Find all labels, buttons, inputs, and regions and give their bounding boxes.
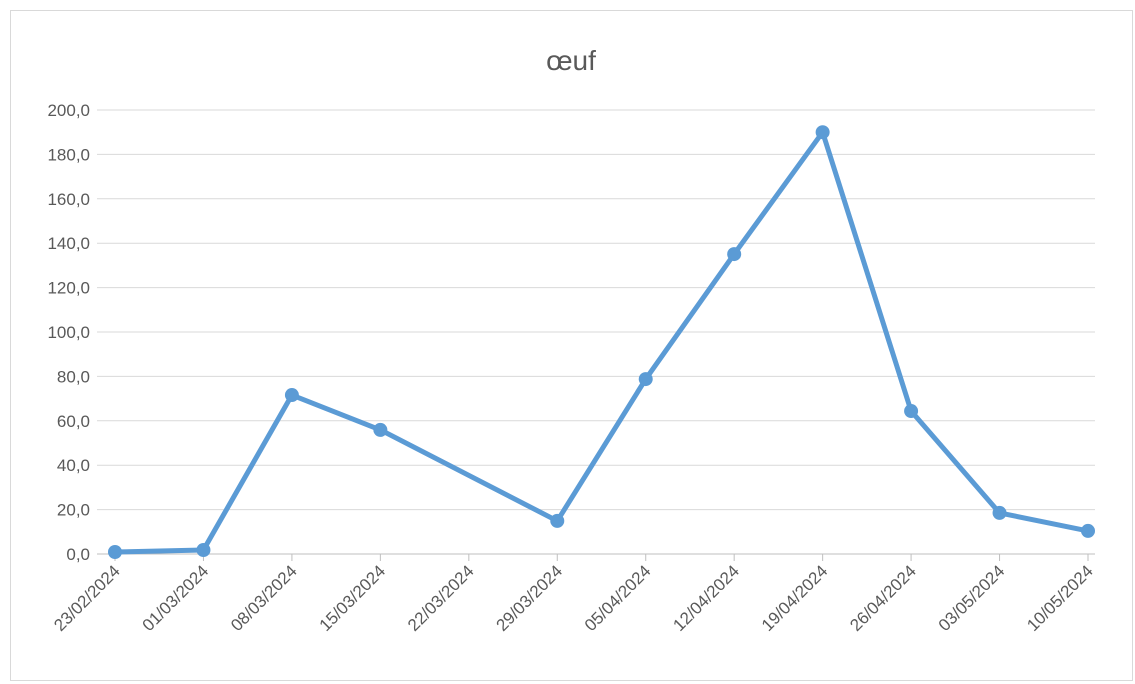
- data-point: [638, 372, 653, 387]
- y-tick-label: 0,0: [66, 545, 90, 564]
- data-point: [373, 422, 388, 437]
- data-point: [550, 513, 565, 528]
- chart-title: œuf: [546, 45, 596, 76]
- data-point: [992, 505, 1007, 520]
- y-tick-label: 180,0: [47, 145, 90, 164]
- y-tick-label: 200,0: [47, 101, 90, 120]
- data-point: [1081, 523, 1095, 538]
- data-point: [196, 543, 211, 558]
- y-tick-label: 140,0: [47, 234, 90, 253]
- y-tick-label: 160,0: [47, 190, 90, 209]
- y-tick-label: 100,0: [47, 323, 90, 342]
- y-tick-label: 40,0: [57, 456, 90, 475]
- y-tick-label: 20,0: [57, 501, 90, 520]
- data-point: [815, 125, 830, 140]
- y-tick-label: 120,0: [47, 279, 90, 298]
- data-point: [727, 247, 742, 262]
- data-point: [904, 404, 919, 419]
- y-tick-label: 60,0: [57, 412, 90, 431]
- chart-border: [10, 10, 1133, 681]
- data-point: [284, 388, 299, 403]
- data-point: [108, 545, 122, 560]
- y-tick-label: 80,0: [57, 367, 90, 386]
